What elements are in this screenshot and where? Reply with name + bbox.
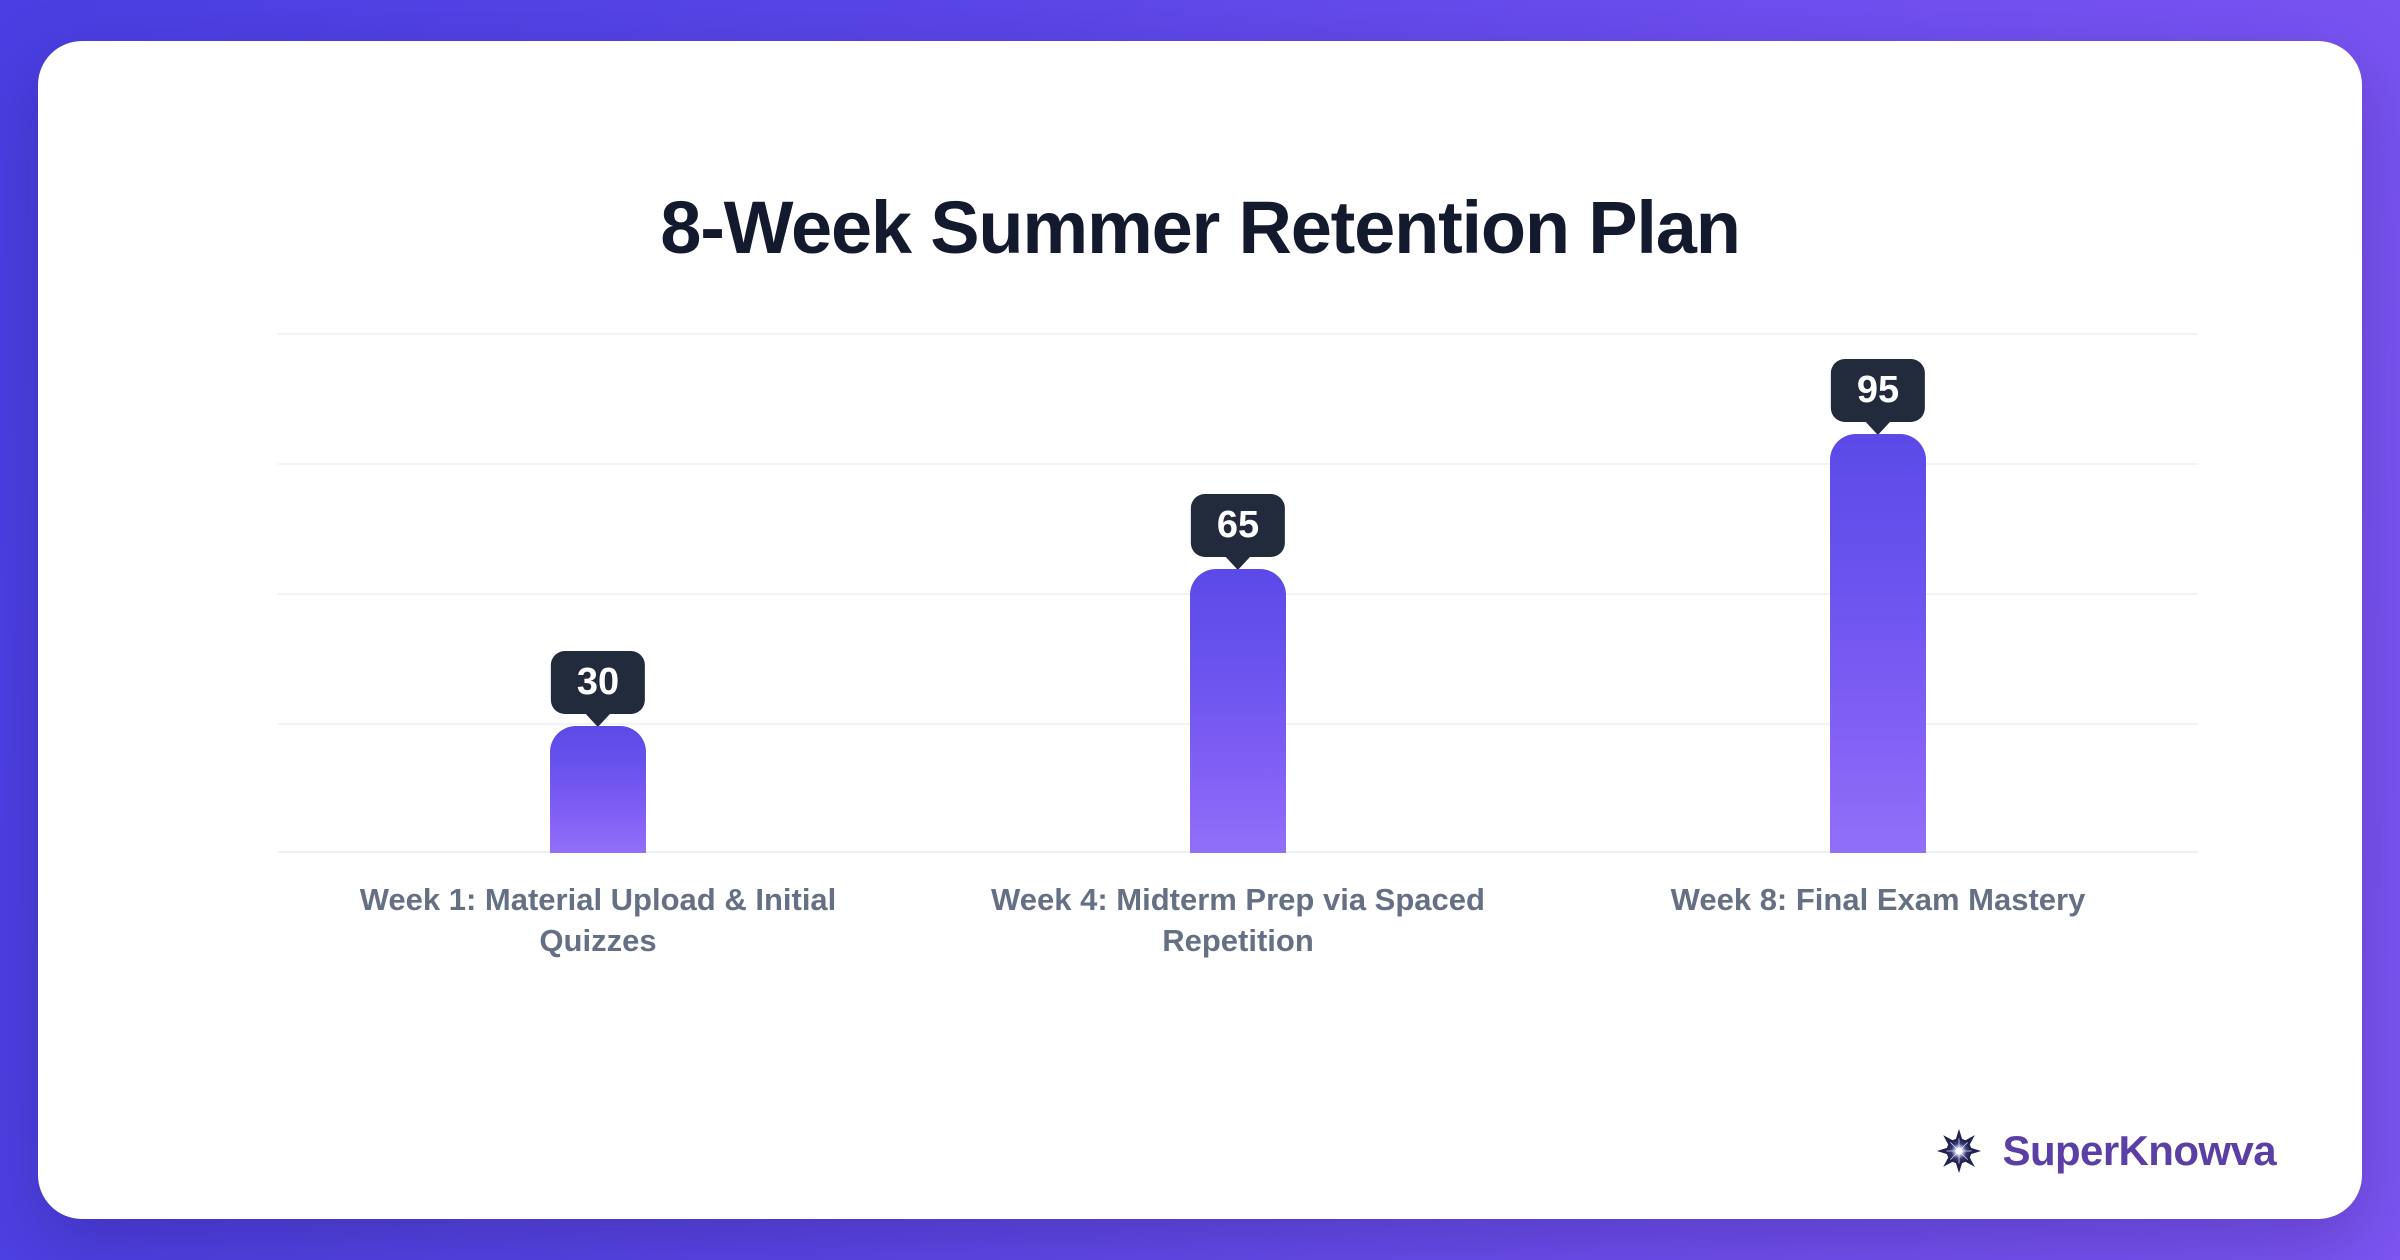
bar[interactable] <box>1830 434 1926 853</box>
bar-slot: 30 <box>278 333 918 853</box>
bar-slot: 65 <box>918 333 1558 853</box>
gridline <box>278 333 2198 335</box>
brand-name: SuperKnowva <box>2002 1127 2277 1174</box>
value-badge: 65 <box>1190 494 1286 557</box>
bar-group: 30 65 95 <box>278 333 2198 853</box>
category-axis: Week 1: Material Upload & Initial Quizze… <box>278 879 2198 961</box>
value-badge: 30 <box>550 651 646 714</box>
starburst-icon <box>1935 1127 1983 1175</box>
plot-area: 30 65 95 <box>278 333 2198 853</box>
gridline <box>278 463 2198 465</box>
category-label: Week 4: Midterm Prep via Spaced Repetiti… <box>991 882 1485 959</box>
bar[interactable] <box>1190 569 1286 853</box>
category-label: Week 8: Final Exam Mastery <box>1670 882 2086 917</box>
brand-logo: SuperKnowva <box>1935 1127 2277 1175</box>
category-label: Week 1: Material Upload & Initial Quizze… <box>359 882 837 959</box>
bar-slot: 95 <box>1558 333 2198 853</box>
chart-card: 8-Week Summer Retention Plan 30 65 95 We… <box>38 41 2362 1219</box>
bar[interactable] <box>550 726 646 853</box>
value-badge: 95 <box>1830 359 1926 422</box>
page-title: 8-Week Summer Retention Plan <box>660 186 1741 269</box>
